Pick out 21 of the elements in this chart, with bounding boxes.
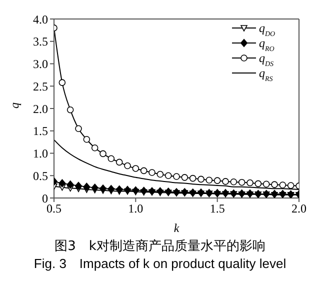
x-tick-label: 1.0 — [128, 202, 144, 216]
legend-label: q$_{RS}$ — [259, 66, 274, 83]
text: Fig. 3 Impacts of k on product quality level — [32, 255, 288, 272]
legend-label: q$_{DS}$ — [259, 51, 274, 68]
y-axis-title: q — [7, 102, 22, 108]
y-tick-label: 0 — [42, 191, 48, 206]
y-tick-label: 2.5 — [33, 79, 48, 94]
x-tick-label: 1.5 — [210, 202, 225, 216]
y-tick-label: 3.0 — [33, 57, 48, 72]
y-tick-label: 3.5 — [33, 34, 48, 49]
x-axis-title: k — [174, 221, 180, 235]
y-tick-label: 1.0 — [33, 146, 48, 161]
text: 图3 k对制造商产品质量水平的影响 — [54, 238, 266, 255]
y-tick-label: 2.0 — [33, 102, 48, 116]
x-tick-label: 2.0 — [292, 202, 306, 216]
y-tick-label: 1.5 — [33, 124, 48, 138]
legend-label: q$_{RO}$ — [259, 36, 274, 53]
legend-label: q$_{DO}$ — [259, 21, 276, 38]
y-tick-label: 4.0 — [33, 12, 48, 26]
x-tick-label: 0.5 — [46, 202, 62, 216]
y-tick-label: 0.5 — [33, 168, 48, 183]
